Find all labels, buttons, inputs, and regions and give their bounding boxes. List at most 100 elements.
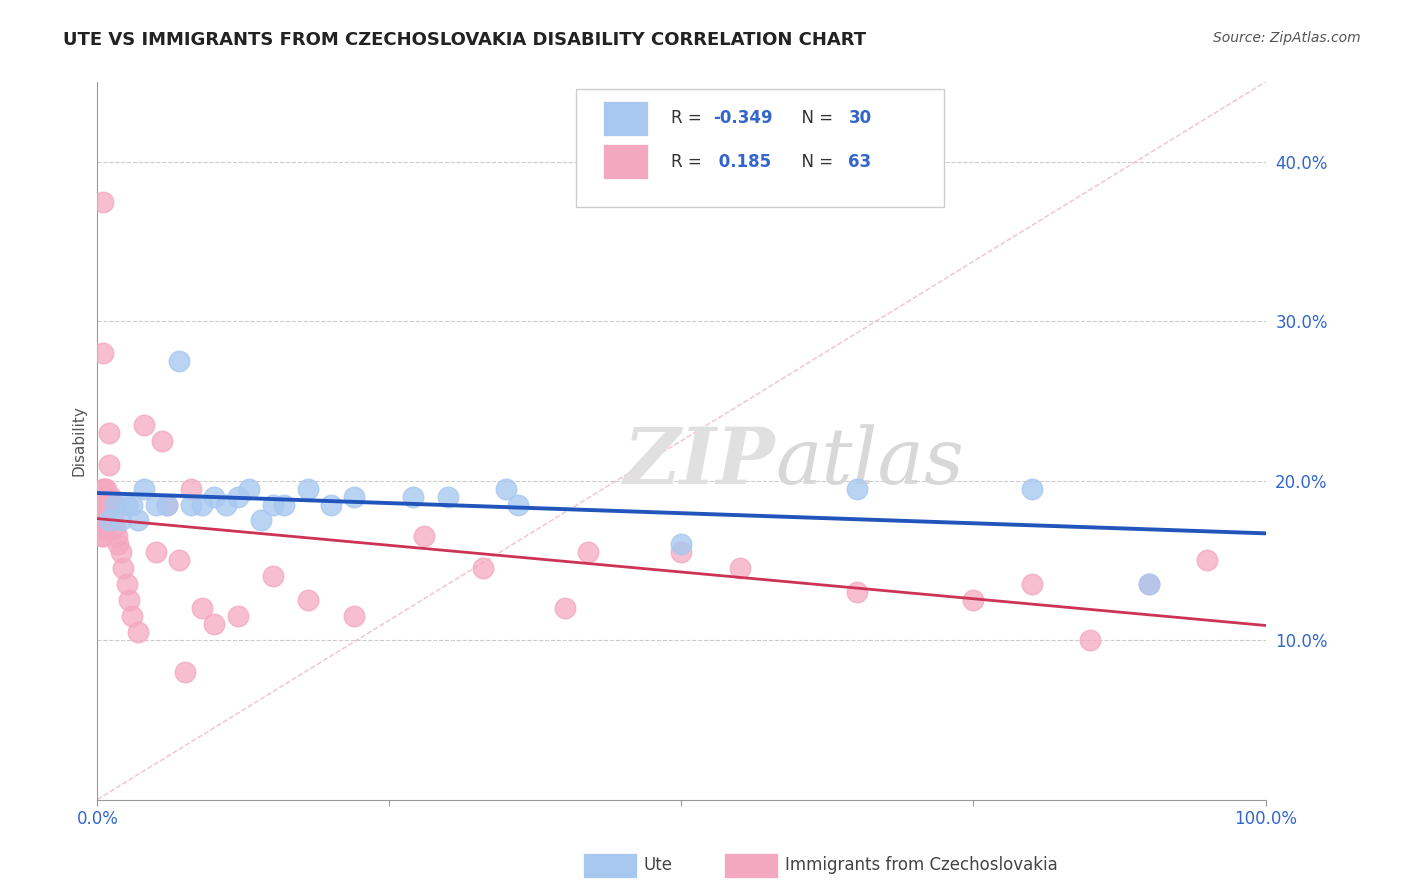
Point — [436, 490, 458, 504]
Point — [174, 665, 197, 679]
Text: Source: ZipAtlas.com: Source: ZipAtlas.com — [1213, 31, 1361, 45]
Point — [101, 513, 124, 527]
Point — [132, 417, 155, 432]
Point — [413, 529, 436, 543]
Point — [91, 506, 114, 520]
Text: ZIP: ZIP — [623, 424, 775, 500]
Point — [132, 482, 155, 496]
Point — [145, 498, 167, 512]
Point — [91, 513, 114, 527]
Point — [845, 482, 868, 496]
Point — [1078, 633, 1101, 648]
Point — [91, 498, 114, 512]
Point — [110, 513, 132, 527]
Point — [297, 482, 319, 496]
Point — [91, 513, 114, 527]
Point — [262, 569, 284, 583]
Text: -0.349: -0.349 — [713, 110, 772, 128]
Point — [1197, 553, 1219, 567]
Point — [180, 498, 202, 512]
Text: R =: R = — [671, 153, 707, 170]
Point — [100, 490, 122, 504]
Point — [94, 506, 117, 520]
Point — [1137, 577, 1160, 591]
Point — [98, 458, 121, 472]
Point — [343, 609, 366, 624]
Y-axis label: Disability: Disability — [72, 405, 86, 476]
Point — [91, 194, 114, 209]
Point — [121, 609, 143, 624]
Point — [96, 498, 118, 512]
Point — [91, 529, 114, 543]
Point — [150, 434, 173, 448]
Point — [127, 625, 149, 640]
Point — [262, 498, 284, 512]
Point — [471, 561, 494, 575]
Point — [94, 513, 117, 527]
Text: 0.185: 0.185 — [713, 153, 770, 170]
Point — [1021, 577, 1043, 591]
Point — [104, 498, 127, 512]
Point — [118, 593, 141, 607]
Point — [145, 545, 167, 559]
Point — [90, 513, 112, 527]
Point — [110, 545, 132, 559]
Point — [104, 521, 127, 535]
Point — [202, 490, 225, 504]
FancyBboxPatch shape — [603, 145, 648, 178]
Point — [215, 498, 238, 512]
Text: N =: N = — [792, 110, 838, 128]
Point — [97, 490, 120, 504]
Point — [250, 513, 273, 527]
Point — [343, 490, 366, 504]
Point — [91, 521, 114, 535]
Point — [93, 513, 115, 527]
Point — [98, 513, 121, 527]
Point — [93, 498, 115, 512]
Point — [91, 346, 114, 360]
Point — [495, 482, 517, 496]
Point — [554, 601, 576, 615]
Point — [94, 482, 117, 496]
Point — [226, 609, 249, 624]
Point — [105, 529, 128, 543]
Point — [97, 506, 120, 520]
Point — [273, 498, 295, 512]
Point — [91, 482, 114, 496]
Point — [238, 482, 260, 496]
Point — [93, 482, 115, 496]
Point — [180, 482, 202, 496]
Text: R =: R = — [671, 110, 707, 128]
Point — [112, 561, 135, 575]
Point — [671, 537, 693, 551]
Point — [167, 354, 190, 368]
Point — [226, 490, 249, 504]
Text: N =: N = — [792, 153, 838, 170]
Text: atlas: atlas — [775, 424, 963, 500]
Point — [156, 498, 179, 512]
Point — [121, 498, 143, 512]
Point — [402, 490, 425, 504]
Text: 63: 63 — [848, 153, 872, 170]
Point — [98, 425, 121, 440]
Point — [1137, 577, 1160, 591]
Point — [90, 521, 112, 535]
Point — [167, 553, 190, 567]
Point — [576, 545, 599, 559]
Text: 30: 30 — [848, 110, 872, 128]
Point — [98, 498, 121, 512]
Point — [191, 498, 214, 512]
Point — [671, 545, 693, 559]
Point — [191, 601, 214, 615]
Point — [297, 593, 319, 607]
Point — [91, 521, 114, 535]
Text: UTE VS IMMIGRANTS FROM CZECHOSLOVAKIA DISABILITY CORRELATION CHART: UTE VS IMMIGRANTS FROM CZECHOSLOVAKIA DI… — [63, 31, 866, 49]
FancyBboxPatch shape — [603, 102, 648, 136]
Point — [127, 513, 149, 527]
Point — [96, 490, 118, 504]
FancyBboxPatch shape — [576, 89, 945, 208]
Text: Ute: Ute — [644, 856, 673, 874]
Point — [319, 498, 342, 512]
Point — [156, 498, 179, 512]
Point — [115, 498, 138, 512]
